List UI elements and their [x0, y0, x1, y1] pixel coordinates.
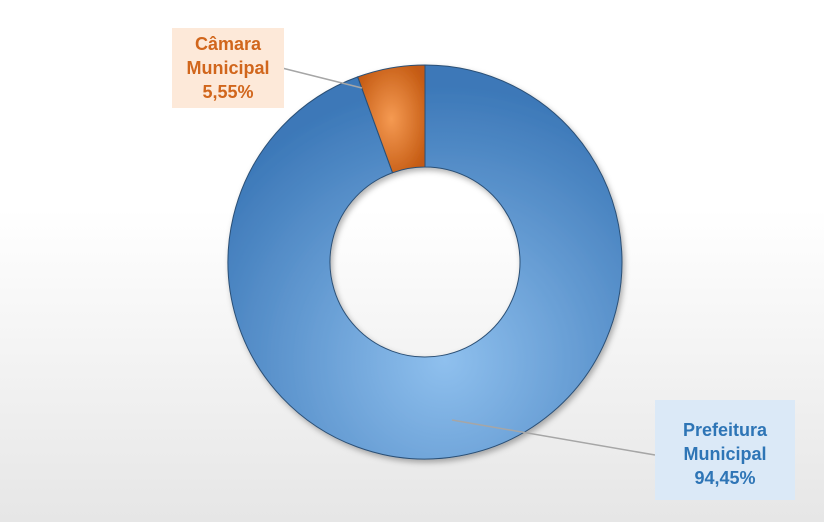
label-name: Prefeitura Municipal: [682, 420, 768, 464]
data-label: Câmara Municipal 5,55%: [172, 28, 284, 108]
label-name: Câmara Municipal: [186, 34, 270, 78]
label-value: 94,45%: [694, 468, 756, 488]
slices: [227, 64, 623, 460]
leader-line: [281, 67, 363, 89]
data-label: Prefeitura Municipal 94,45%: [655, 400, 795, 500]
leader-line: [451, 419, 656, 456]
slice: [227, 64, 623, 460]
label-value: 5,55%: [202, 82, 254, 102]
slice: [357, 64, 426, 174]
